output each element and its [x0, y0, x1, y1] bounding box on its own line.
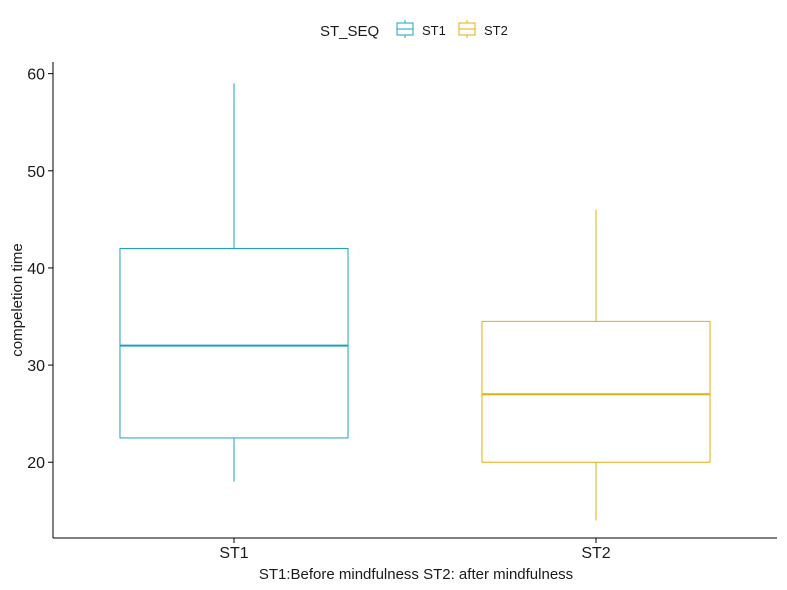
y-axis-label: compeletion time	[9, 243, 26, 356]
box-st1	[119, 83, 349, 482]
x-tick-label: ST2	[581, 545, 610, 562]
legend-key	[458, 20, 476, 38]
y-axis: 20 30 40 50 60	[27, 67, 53, 472]
box-iqr	[481, 320, 711, 463]
legend-label: ST1	[422, 23, 446, 38]
box-iqr	[119, 248, 349, 439]
legend: ST_SEQ ST1 ST2	[320, 20, 508, 40]
x-axis-label: ST1:Before mindfulness ST2: after mindfu…	[259, 566, 573, 583]
y-tick-label: 20	[27, 455, 45, 472]
x-tick-label: ST1	[219, 545, 248, 562]
legend-label: ST2	[484, 23, 508, 38]
legend-item-st1: ST1	[396, 20, 446, 38]
y-tick-label: 50	[27, 164, 45, 181]
legend-key	[396, 20, 414, 38]
box-st2	[481, 209, 711, 521]
legend-item-st2: ST2	[458, 20, 508, 38]
legend-title: ST_SEQ	[320, 23, 379, 40]
y-tick-label: 30	[27, 358, 45, 375]
y-tick-label: 60	[27, 67, 45, 84]
y-tick-label: 40	[27, 261, 45, 278]
x-axis: ST1 ST2	[219, 538, 611, 562]
